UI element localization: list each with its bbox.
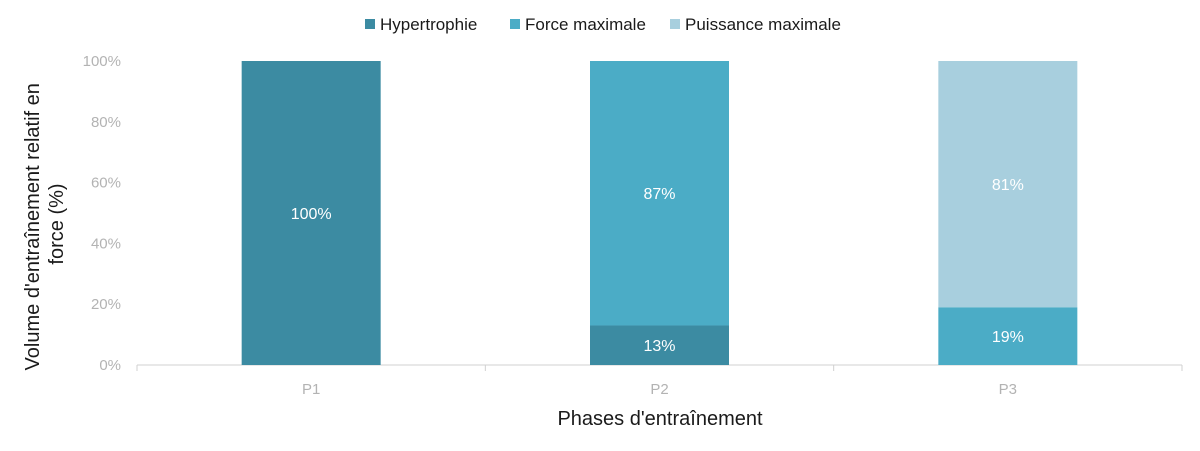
data-label: 81% <box>992 177 1024 194</box>
x-tick-label: P1 <box>302 381 320 398</box>
legend-swatch <box>510 19 520 29</box>
legend: Hypertrophie Force maximale Puissance maxi… <box>365 15 841 34</box>
x-axis-title: Phases d'entraînement <box>557 408 763 430</box>
legend-label: Hypertrophie <box>380 15 477 34</box>
bar-segment <box>938 61 1078 308</box>
y-axis: 0% 20% 40% 60% 80% 100% <box>83 53 121 374</box>
y-tick-label: 40% <box>91 235 121 252</box>
y-tick-label: 20% <box>91 296 121 313</box>
y-axis-title-line-1: Volume d'entraînement relatif en <box>22 83 44 370</box>
y-tick-label: 0% <box>99 357 121 374</box>
x-tick-label: P2 <box>650 381 668 398</box>
legend-swatch <box>670 19 680 29</box>
data-label: 13% <box>643 338 675 355</box>
data-label: 87% <box>643 186 675 203</box>
data-label: 19% <box>992 329 1024 346</box>
bar-segment <box>590 325 729 365</box>
legend-label: Force maximale <box>525 15 646 34</box>
bar-segment <box>938 307 1078 365</box>
bars: 100% 13% 87% 19% 81% <box>241 61 1078 365</box>
x-axis: P1 P2 P3 <box>136 364 1183 398</box>
y-axis-title-line-2: force (%) <box>46 183 68 264</box>
y-tick-label: 60% <box>91 175 121 192</box>
x-tick-label: P3 <box>999 381 1017 398</box>
legend-label: Puissance maximale <box>685 15 841 34</box>
bar-segment <box>241 61 381 365</box>
y-axis-title: Volume d'entraînement relatif en force (… <box>22 78 68 371</box>
data-label: 100% <box>291 206 332 223</box>
y-tick-label: 100% <box>83 53 121 70</box>
legend-swatch <box>365 19 375 29</box>
bar-segment <box>590 61 729 326</box>
y-tick-label: 80% <box>91 114 121 131</box>
